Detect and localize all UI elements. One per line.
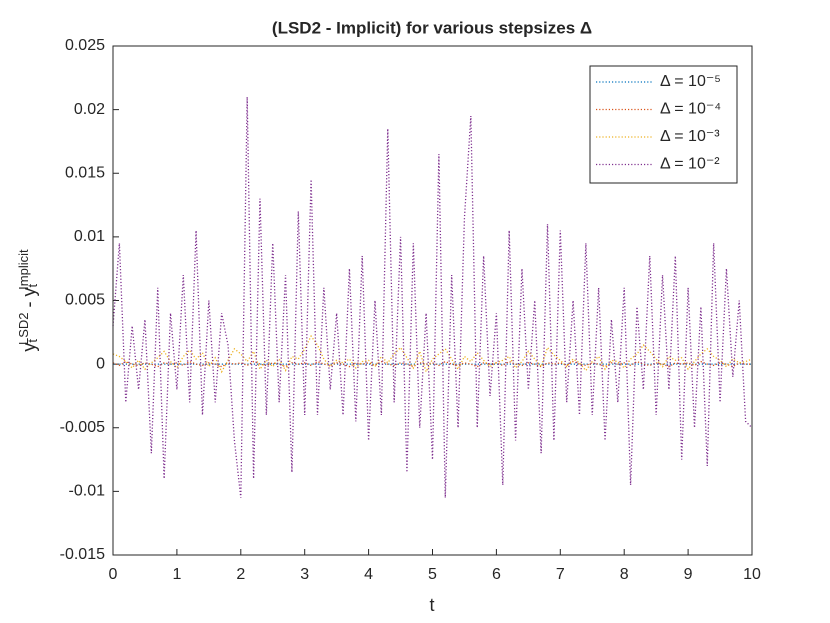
x-tick-label: 3: [300, 566, 309, 583]
y-axis-label: ytLSD2 - ytImplicit: [16, 249, 40, 352]
chart-title: (LSD2 - Implicit) for various stepsizes …: [272, 18, 592, 37]
x-tick-label: 9: [684, 566, 693, 583]
x-axis-label: t: [429, 595, 434, 615]
x-tick-label: 4: [364, 566, 373, 583]
legend-box: [589, 65, 738, 184]
x-tick-label: 6: [492, 566, 501, 583]
y-axis-label-part: y: [19, 343, 39, 352]
y-axis-label-part: LSD2: [16, 312, 31, 345]
y-tick-label: 0: [96, 355, 105, 372]
legend-label: Δ = 10⁻⁵: [660, 73, 721, 90]
x-tick-label: 8: [620, 566, 629, 583]
y-tick-label: 0.015: [65, 164, 105, 181]
y-tick-label: 0.005: [65, 292, 105, 309]
legend-label: Δ = 10⁻⁴: [660, 101, 721, 118]
x-tick-label: 5: [428, 566, 437, 583]
y-axis-label-part: - y: [19, 287, 39, 312]
x-tick-label: 10: [743, 566, 761, 583]
y-tick-label: -0.01: [69, 483, 106, 500]
legend-label: Δ = 10⁻²: [660, 156, 720, 173]
y-axis-label-part: t: [25, 339, 40, 343]
x-tick-label: 2: [236, 566, 245, 583]
x-tick-label: 1: [172, 566, 181, 583]
y-tick-label: -0.005: [60, 419, 105, 436]
y-axis-label-part: Implicit: [16, 249, 31, 290]
y-axis-label-part: t: [25, 283, 40, 287]
y-tick-label: 0.025: [65, 37, 105, 54]
y-tick-label: -0.015: [60, 546, 105, 563]
legend-label: Δ = 10⁻³: [660, 128, 720, 145]
axes-box: [112, 45, 753, 556]
y-tick-label: 0.01: [74, 228, 105, 245]
x-tick-label: 7: [556, 566, 565, 583]
x-tick-label: 0: [109, 566, 118, 583]
y-tick-label: 0.02: [74, 101, 105, 118]
